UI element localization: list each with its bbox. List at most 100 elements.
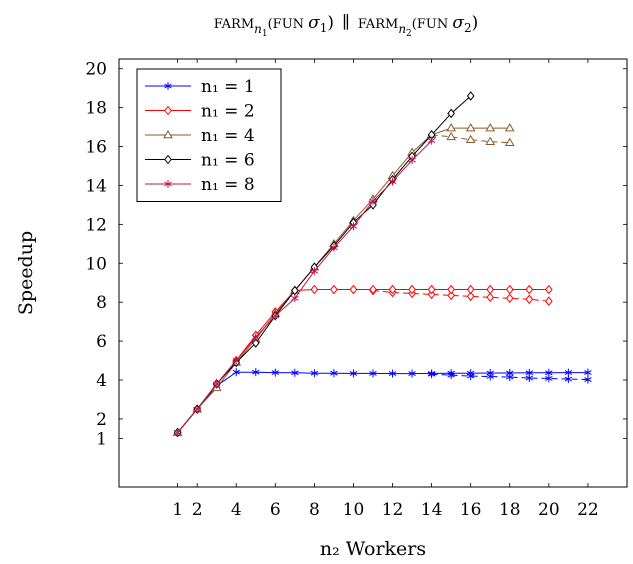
y-tick-label: 16 [85,138,107,158]
data-point-stroke [564,370,573,376]
dashed-data-point-stroke [584,377,592,383]
x-tick-label: 8 [309,500,320,520]
y-axis-label: Speedup [15,231,37,315]
dashed-data-point [485,136,496,145]
data-point [485,123,496,132]
series-dashed-line [431,134,510,144]
data-point [291,294,299,303]
data-point [584,368,592,377]
series-line [177,140,432,433]
data-point-stroke [232,358,240,363]
title-farm-1: FARM [214,17,254,32]
data-point [408,284,416,295]
y-tick-label: 18 [85,99,107,119]
series-layer [172,91,592,438]
legend-label: n₁ = 1 [201,77,255,97]
data-point [369,197,377,206]
title-subsub-2: 2 [406,29,412,39]
y-tick-label: 8 [96,293,107,313]
data-point-stroke [310,268,319,274]
data-point [232,368,240,377]
legend-marker [164,82,172,90]
series-5 [173,136,436,437]
legend-marker [164,180,172,188]
dashed-data-point [486,292,495,303]
x-tick-label: 18 [499,500,521,520]
legend-marker-stroke [164,83,172,89]
series-dashed-line [431,373,588,381]
title-farm-2: FARM [358,17,398,32]
data-point [564,368,573,377]
title-fun-2: (FUN [412,17,453,32]
legend-label: n₁ = 4 [201,126,255,146]
dashed-data-point [545,296,553,307]
data-point [369,284,377,295]
data-point-stroke [506,370,514,376]
legend-entry: n₁ = 8 [145,175,255,195]
title-close-1: ) [327,13,334,33]
y-tick-label: 12 [85,215,107,235]
title-sigma-1: σ [308,13,320,33]
legend-label: n₁ = 6 [201,151,255,171]
data-point-stroke [193,406,201,412]
data-point [465,123,476,132]
data-point-stroke [330,370,338,376]
data-point-stroke [486,370,494,376]
data-point-stroke [427,370,436,376]
series-line [177,371,588,433]
data-point [252,368,260,377]
x-tick-label: 20 [538,500,560,520]
legend-entry: n₁ = 6 [145,151,255,171]
series-dashed-line [372,290,549,302]
dashed-data-point [525,294,534,305]
chart-legend: n₁ = 1 n₁ = 2 n₁ = 4 n₁ = 6 n₁ = 8 [136,68,282,202]
data-point [427,369,436,378]
data-point [252,333,260,342]
series-2 [173,284,553,438]
data-point [232,356,240,365]
x-tick-label: 12 [382,500,404,520]
chart-title: FARMn1(FUN σ1) ∥ FARMn2(FUN σ2) [214,13,478,39]
data-point-stroke [408,157,416,163]
data-point [446,123,457,132]
dashed-data-point [465,134,476,144]
x-tick-label: 4 [231,500,242,520]
y-tick-label: 1 [96,429,107,449]
data-point-stroke [388,371,397,377]
dashed-data-point-stroke [564,376,573,382]
x-tick-label: 22 [577,500,599,520]
data-point [545,284,553,295]
data-point-stroke [408,371,416,377]
data-point [447,369,455,378]
data-point-stroke [212,381,221,387]
x-tick-label: 14 [421,500,443,520]
data-point [506,368,514,377]
dashed-data-point [466,291,475,302]
data-point [388,284,397,295]
y-tick-label: 4 [96,371,107,391]
data-point [486,368,494,377]
data-point [369,369,377,378]
data-point [330,243,338,252]
data-point [291,368,299,377]
title-sub-n-2: n [398,22,406,36]
legend-marker-stroke [164,181,172,187]
data-point [525,368,534,377]
data-point [310,284,319,295]
data-point [349,222,358,231]
data-point-stroke [369,370,377,376]
x-axis-label: n₂ Workers [320,538,426,560]
data-point-stroke [330,245,338,251]
title-subsub-1: 1 [262,29,268,39]
data-point [427,136,436,145]
data-point [349,284,358,295]
title-sigma-sub-2: 2 [464,21,472,35]
data-point [193,405,201,414]
data-point-stroke [584,370,592,376]
legend-entry: n₁ = 2 [145,102,255,122]
data-point [388,369,397,378]
y-tick-label: 14 [85,176,107,196]
data-point-stroke [388,179,397,184]
data-point-stroke [466,370,475,376]
